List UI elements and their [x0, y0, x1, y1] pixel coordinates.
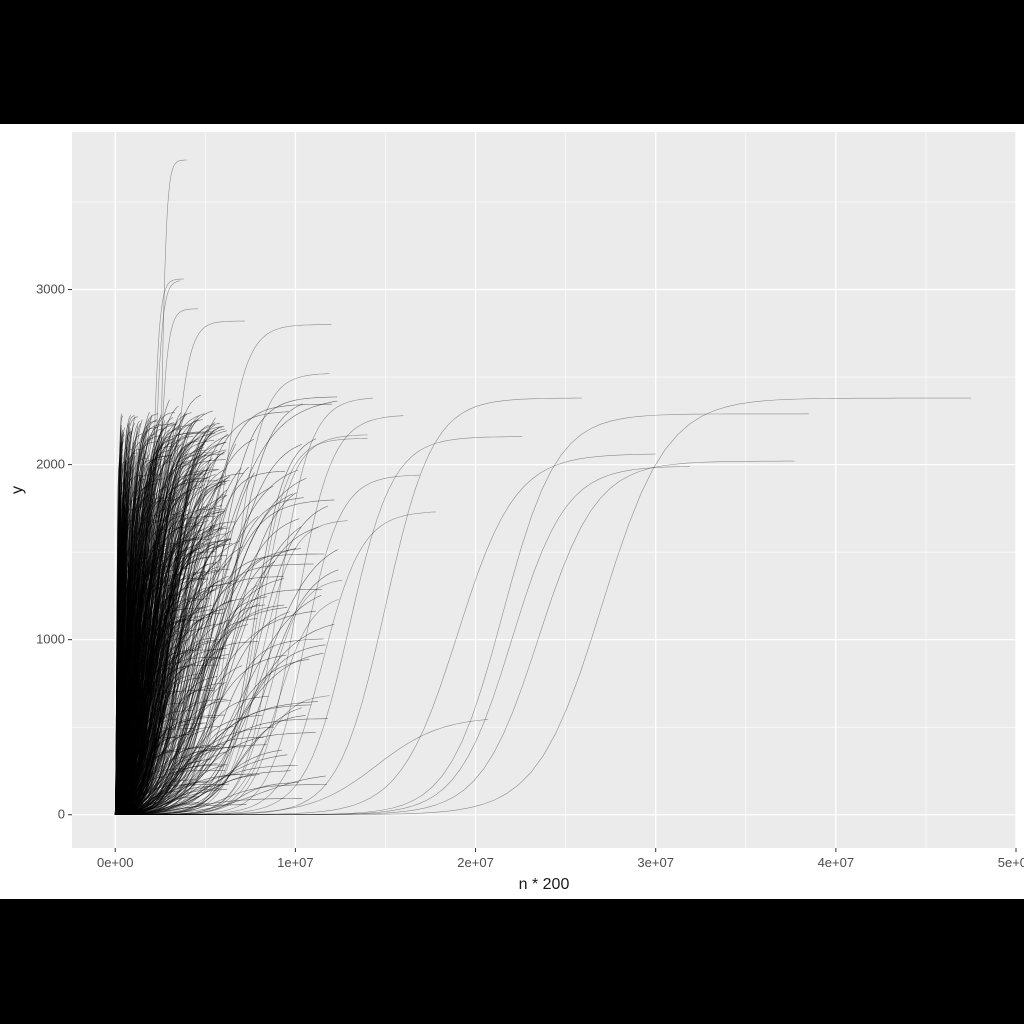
series-lines — [114, 159, 971, 815]
x-tick-label: 0e+00 — [97, 855, 134, 870]
series-line — [115, 744, 267, 815]
series-line — [114, 419, 203, 815]
series-line — [115, 492, 297, 815]
series-line — [115, 411, 289, 815]
x-tick-label: 2e+07 — [457, 855, 494, 870]
series-line — [115, 438, 368, 815]
y-axis-title: y — [9, 486, 26, 494]
series-line — [114, 616, 139, 815]
series-line — [114, 428, 131, 815]
series-line — [114, 510, 175, 815]
series-line — [115, 690, 179, 815]
series-line — [115, 782, 299, 815]
series-line — [115, 453, 656, 815]
x-axis-title: n * 200 — [519, 876, 570, 893]
series-line — [115, 397, 582, 815]
series-line — [115, 467, 242, 815]
series-line — [114, 579, 239, 815]
y-tick-label: 1000 — [36, 632, 65, 647]
series-line — [115, 579, 343, 815]
series-line — [115, 403, 303, 815]
series-line — [114, 399, 170, 815]
series-line — [115, 159, 188, 815]
series-line — [115, 397, 971, 815]
series-line — [114, 474, 216, 815]
grid-lines — [72, 132, 1017, 848]
series-line — [115, 695, 330, 815]
axes: 0e+00 1e+07 2e+07 3e+07 4e+07 5e+07 0 1000 2000 3… — [36, 282, 1024, 870]
series-line — [115, 747, 216, 815]
series-line — [115, 754, 288, 815]
series-line — [115, 533, 215, 815]
series-line — [115, 320, 245, 815]
series-line — [115, 413, 809, 815]
series-line — [115, 308, 199, 815]
series-line — [114, 413, 205, 815]
series-line — [115, 637, 215, 815]
y-tick-label: 2000 — [36, 457, 65, 472]
series-line — [114, 471, 128, 815]
plot-panel — [72, 132, 1016, 848]
series-line — [114, 495, 227, 815]
series-line — [115, 610, 317, 815]
series-line — [115, 436, 523, 815]
series-line — [114, 445, 178, 815]
chart-figure: 0e+00 1e+07 2e+07 3e+07 4e+07 5e+07 0 1000 2000 3… — [0, 124, 1024, 899]
series-line — [115, 715, 306, 815]
series-line — [115, 415, 404, 815]
series-line — [115, 434, 368, 815]
series-line — [115, 618, 183, 815]
series-line — [115, 278, 184, 815]
series-line — [114, 410, 213, 815]
series-line — [115, 563, 314, 815]
series-line — [115, 280, 181, 815]
series-line — [115, 599, 339, 815]
series-line — [114, 584, 121, 815]
series-line — [115, 497, 304, 815]
series-line — [114, 570, 207, 815]
series-line — [114, 485, 198, 815]
series-line — [115, 719, 489, 815]
series-line — [115, 598, 244, 815]
x-tick-label: 3e+07 — [637, 855, 674, 870]
series-line — [115, 324, 332, 815]
series-line — [115, 783, 230, 815]
series-line — [115, 397, 373, 815]
series-line — [114, 457, 173, 815]
x-tick-label: 1e+07 — [277, 855, 314, 870]
series-line — [115, 466, 690, 815]
series-line — [115, 520, 348, 815]
series-line — [115, 373, 330, 815]
series-line — [115, 403, 332, 815]
series-line — [115, 611, 290, 815]
y-tick-label: 3000 — [36, 282, 65, 297]
series-line — [115, 396, 338, 815]
series-line — [115, 511, 436, 815]
x-tick-label: 4e+07 — [818, 855, 855, 870]
series-line — [114, 519, 164, 815]
series-line — [115, 469, 299, 815]
series-line — [115, 477, 307, 815]
y-tick-label: 0 — [58, 807, 65, 822]
series-line — [114, 601, 124, 815]
line-plot: 0e+00 1e+07 2e+07 3e+07 4e+07 5e+07 0 1000 2000 3… — [9, 132, 1024, 893]
series-line — [114, 643, 152, 815]
series-line — [115, 718, 328, 815]
series-line — [114, 455, 195, 815]
series-line — [115, 474, 420, 815]
x-tick-label: 5e+07 — [998, 855, 1024, 870]
series-line — [115, 460, 795, 815]
